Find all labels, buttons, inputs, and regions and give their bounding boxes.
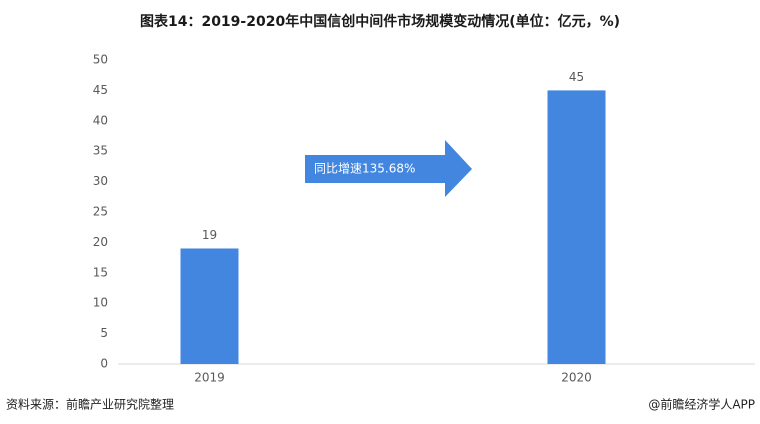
chart-title: 图表14：2019-2020年中国信创中间件市场规模变动情况(单位：亿元，%) <box>140 13 620 30</box>
y-tick-label: 10 <box>93 296 108 310</box>
y-tick-label: 15 <box>93 265 108 279</box>
annotation: 同比增速135.68% <box>314 162 415 176</box>
growth-arrow <box>305 140 472 197</box>
y-tick-label: 45 <box>93 83 108 97</box>
y-tick-label: 25 <box>93 205 108 219</box>
value-label: 45 <box>569 70 584 84</box>
x-tick-label: 2019 <box>194 371 225 385</box>
source: 资料来源：前瞻产业研究院整理 <box>6 397 174 412</box>
y-tick-label: 50 <box>93 53 108 67</box>
y-tick-label: 5 <box>100 326 108 340</box>
value-label: 19 <box>202 228 217 242</box>
bar <box>547 90 606 365</box>
credit: @前瞻经济学人APP <box>648 397 755 412</box>
bar <box>180 248 239 364</box>
y-tick-label: 35 <box>93 144 108 158</box>
y-tick-label: 40 <box>93 113 108 127</box>
y-tick-label: 30 <box>93 174 108 188</box>
y-tick-label: 0 <box>100 357 108 371</box>
x-tick-label: 2020 <box>561 371 592 385</box>
y-tick-label: 20 <box>93 235 108 249</box>
